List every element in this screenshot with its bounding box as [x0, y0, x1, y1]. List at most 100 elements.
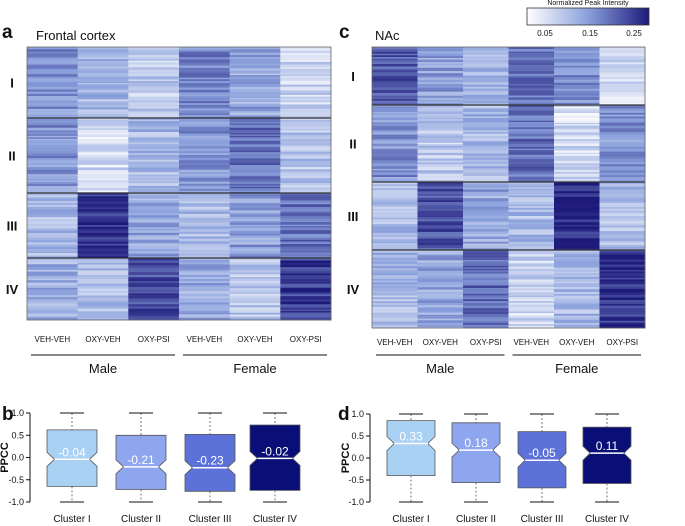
heatmap-stripe [372, 122, 418, 125]
heatmap-stripe [128, 121, 180, 124]
heatmap-stripe [599, 198, 646, 202]
heatmap-stripe [372, 188, 418, 191]
heatmap-stripe [77, 79, 129, 82]
heatmap-stripe [280, 275, 332, 278]
heatmap-cell [372, 105, 418, 183]
heatmap-stripe [554, 301, 600, 304]
heatmap-stripe [554, 106, 600, 109]
heatmap-stripe [599, 284, 646, 287]
heatmap-stripe [179, 85, 231, 88]
heatmap-stripe [372, 114, 418, 118]
heatmap-stripe [77, 317, 129, 320]
heatmap-stripe [280, 112, 332, 115]
heatmap-stripe [77, 161, 129, 164]
heatmap-stripe [463, 243, 509, 247]
heatmap-stripe [27, 174, 79, 177]
heatmap-stripe [463, 92, 509, 95]
heatmap-stripe [280, 312, 332, 316]
heatmap-stripe [372, 151, 418, 155]
heatmap-stripe [417, 316, 464, 319]
heatmap-cell [128, 47, 180, 119]
heatmap-stripe [27, 47, 79, 50]
heatmap-stripe [508, 266, 555, 270]
heatmap-stripe [179, 224, 231, 227]
heatmap-stripe [463, 82, 509, 85]
heatmap-stripe [508, 311, 555, 314]
heatmap-stripe [128, 77, 180, 80]
heatmap-stripe [280, 106, 332, 110]
heatmap-stripe [372, 155, 418, 159]
heatmap-stripe [77, 129, 129, 133]
heatmap-stripe [508, 51, 555, 54]
heatmap-stripe [128, 59, 180, 61]
heatmap-stripe [463, 130, 509, 133]
heatmap-stripe [508, 108, 555, 111]
heatmap-stripe [508, 71, 555, 75]
heatmap-stripe [128, 285, 180, 288]
heatmap-stripe [179, 186, 231, 190]
heatmap-stripe [128, 228, 180, 231]
heatmap-stripe [77, 152, 129, 156]
heatmap-stripe [179, 119, 231, 122]
heatmap-cell [417, 250, 464, 329]
heatmap-stripe [280, 286, 332, 289]
heatmap-stripe [417, 325, 464, 328]
heatmap-stripe [554, 137, 600, 140]
heatmap-stripe [417, 61, 464, 65]
heatmap-stripe [372, 321, 418, 324]
heatmap-stripe [417, 191, 464, 193]
heatmap-stripe [128, 260, 180, 264]
heatmap-stripe [280, 89, 332, 91]
heatmap-stripe [417, 298, 464, 301]
heatmap-stripe [599, 257, 646, 260]
heatmap-stripe [229, 162, 281, 166]
heatmap-stripe [463, 259, 509, 262]
heatmap-cell [128, 118, 180, 194]
heatmap-stripe [229, 207, 281, 211]
heatmap-stripe [128, 313, 180, 317]
heatmap-stripe [128, 239, 180, 242]
heatmap-stripe [554, 52, 600, 56]
heatmap-stripe [554, 51, 600, 53]
heatmap-stripe [599, 223, 646, 226]
heatmap-stripe [599, 281, 646, 284]
heatmap-stripe [128, 210, 180, 214]
heatmap-stripe [417, 234, 464, 237]
heatmap-stripe [179, 136, 231, 138]
heatmap-cell [463, 250, 509, 329]
heatmap-stripe [372, 109, 418, 113]
heatmap-stripe [77, 187, 129, 191]
heatmap-stripe [463, 297, 509, 300]
heatmap-stripe [229, 118, 281, 120]
box-body [46, 429, 98, 487]
heatmap-stripe [77, 143, 129, 146]
heatmap-stripe [508, 157, 555, 160]
heatmap-stripe [417, 192, 464, 195]
heatmap-stripe [27, 193, 79, 196]
heatmap-stripe [179, 133, 231, 137]
heatmap-stripe [599, 154, 646, 158]
heatmap-cell [599, 47, 646, 106]
heatmap-stripe [463, 106, 509, 109]
heatmap-stripe [179, 65, 231, 69]
heatmap-stripe [417, 149, 464, 152]
heatmap-stripe [508, 272, 555, 276]
heatmap-stripe [77, 308, 129, 312]
heatmap-stripe [372, 214, 418, 217]
heatmap-stripe [463, 317, 509, 320]
heatmap-stripe [128, 129, 180, 133]
heatmap-stripe [417, 305, 464, 308]
heatmap-stripe [179, 196, 231, 200]
heatmap-stripe [372, 98, 418, 102]
heatmap-stripe [508, 288, 555, 291]
heatmap-stripe [179, 183, 231, 187]
heatmap-stripe [179, 106, 231, 109]
heatmap-stripe [229, 258, 281, 261]
heatmap-stripe [77, 178, 129, 181]
heatmap-border [26, 46, 332, 321]
heatmap-stripe [229, 312, 281, 315]
heatmap-stripe [128, 64, 180, 67]
heatmap-stripe [128, 188, 180, 190]
heatmap-stripe [508, 222, 555, 225]
heatmap-stripe [417, 137, 464, 141]
